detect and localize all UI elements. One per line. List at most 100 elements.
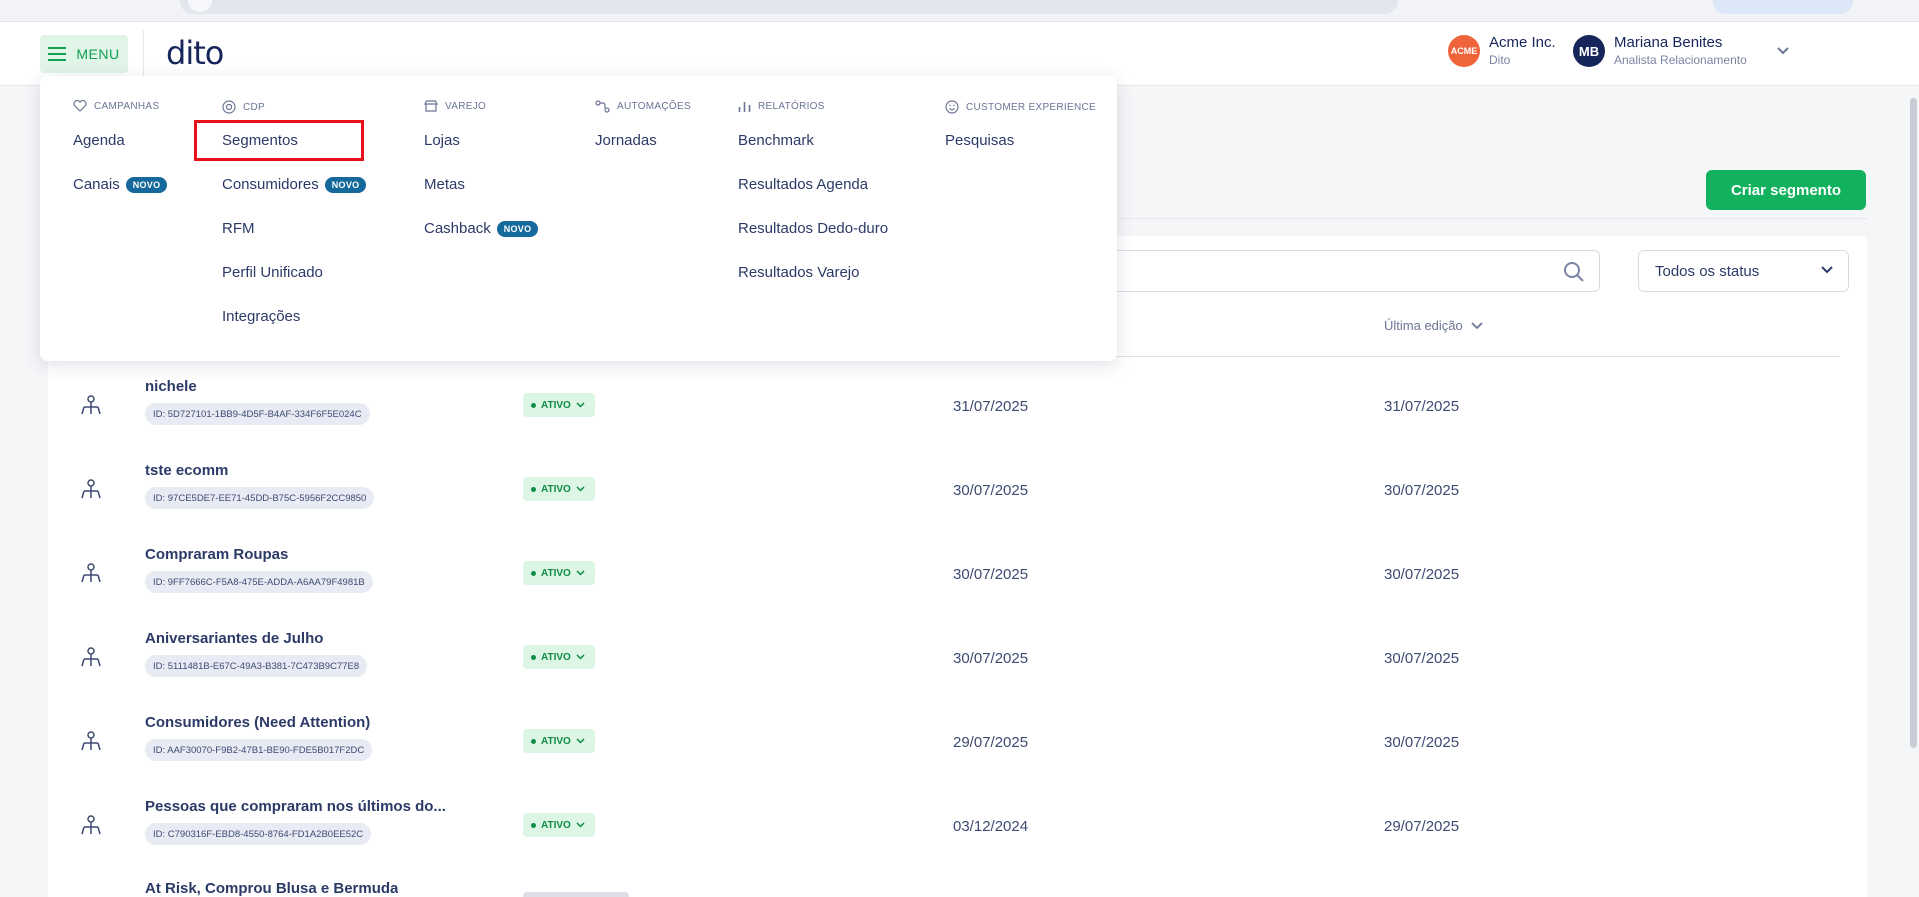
category-campanhas: CAMPANHAS [73,100,159,112]
menu-item-label: Benchmark [738,132,814,149]
category-label: CAMPANHAS [94,100,160,112]
category-label: VAREJO [445,100,487,112]
segment-name[interactable]: Compraram Roupas [145,546,289,563]
menu-item-label: Agenda [73,132,125,149]
category-cdp: CDP [222,100,265,114]
menu-item-metas[interactable]: Metas [424,176,465,193]
menu-item-consumidores[interactable]: Consumidores NOVO [222,176,367,193]
menu-item-label: Perfil Unificado [222,264,323,281]
company-avatar: ACME [1448,35,1480,67]
menu-item-canais[interactable]: Canais NOVO [73,176,168,193]
segment-icon [81,815,101,835]
category-label: CDP [243,101,266,113]
site-icon [188,0,212,12]
navigation-mega-menu: CAMPANHAS Agenda Canais NOVO CDP Segmento… [40,76,1117,361]
menu-item-lojas[interactable]: Lojas [424,132,460,149]
status-badge[interactable]: ATIVO [523,729,595,753]
novo-badge: NOVO [125,176,168,193]
menu-item-resultados-varejo[interactable]: Resultados Varejo [738,264,859,281]
menu-button[interactable]: MENU [40,35,128,73]
created-date: 29/07/2025 [953,734,1029,751]
status-label: ATIVO [541,567,571,579]
scrollbar-thumb[interactable] [1910,98,1917,748]
category-varejo: VAREJO [424,100,486,112]
menu-item-segmentos[interactable]: Segmentos [222,132,298,149]
menu-item-jornadas[interactable]: Jornadas [595,132,657,149]
menu-item-resultados-agenda[interactable]: Resultados Agenda [738,176,868,193]
menu-item-label: Integrações [222,308,301,325]
menu-item-label: Lojas [424,132,460,149]
segment-name[interactable]: Consumidores (Need Attention) [145,714,371,731]
menu-item-label: Canais [73,176,120,193]
menu-item-integracoes[interactable]: Integrações [222,308,300,325]
menu-item-agenda[interactable]: Agenda [73,132,125,149]
segment-id: ID: AAF30070-F9B2-47B1-BE90-FDE5B017F2DC [145,739,373,761]
smile-icon [945,100,959,114]
company-switcher[interactable]: ACME Acme Inc. Dito [1448,34,1556,68]
hamburger-icon [48,47,67,61]
segment-id: ID: 9FF7666C-F5A8-475E-ADDA-A6AA79F4981B [145,571,373,593]
status-badge[interactable] [523,892,629,897]
table-row[interactable]: Consumidores (Need Attention) ID: AAF300… [48,706,1867,790]
chevron-down-icon[interactable] [1776,46,1790,56]
user-role: Analista Relacionamento [1614,53,1747,67]
menu-item-rfm[interactable]: RFM [222,220,255,237]
chevron-down-icon [1471,321,1483,329]
menu-item-benchmark[interactable]: Benchmark [738,132,814,149]
column-header-label: Última edição [1384,318,1463,333]
segment-name[interactable]: At Risk, Comprou Blusa e Bermuda [145,880,399,897]
menu-item-cashback[interactable]: Cashback NOVO [424,220,539,237]
status-badge[interactable]: ATIVO [523,477,595,501]
menu-item-label: Pesquisas [945,132,1015,149]
segment-name[interactable]: Pessoas que compraram nos últimos do... [145,798,446,815]
status-badge[interactable]: ATIVO [523,645,595,669]
menu-item-label: Jornadas [595,132,657,149]
table-row[interactable]: nichele ID: 5D727101-1BB9-4D5F-B4AF-334F… [48,370,1867,454]
chevron-down-icon [576,486,585,492]
column-header-last-edit[interactable]: Última edição [1384,318,1483,333]
status-badge[interactable]: ATIVO [523,561,595,585]
segment-name[interactable]: Aniversariantes de Julho [145,630,324,647]
segment-id: ID: 5D727101-1BB9-4D5F-B4AF-334F6F5E024C [145,403,370,425]
profile-pill[interactable] [1713,0,1853,14]
table-row[interactable]: Pessoas que compraram nos últimos do... … [48,790,1867,874]
status-label: ATIVO [541,399,571,411]
search-icon[interactable] [1563,261,1585,283]
chevron-down-icon [576,570,585,576]
page-scrollbar[interactable] [1908,88,1919,897]
menu-item-label: Segmentos [222,132,298,149]
category-relatorios: RELATÓRIOS [738,100,825,113]
chevron-down-icon [576,654,585,660]
create-segment-button[interactable]: Criar segmento [1706,170,1866,210]
search-input[interactable] [1080,250,1600,292]
menu-item-label: RFM [222,220,255,237]
created-date: 30/07/2025 [953,482,1029,499]
status-filter-select[interactable]: Todos os status [1638,250,1849,292]
table-row[interactable]: tste ecomm ID: 97CE5DE7-EE71-45DD-B75C-5… [48,454,1867,538]
segment-icon [81,563,101,583]
menu-item-label: Resultados Dedo-duro [738,220,889,237]
user-menu[interactable]: MB Mariana Benites Analista Relacionamen… [1573,34,1747,68]
category-label: CUSTOMER EXPERIENCE [966,101,1096,113]
menu-item-perfil-unificado[interactable]: Perfil Unificado [222,264,323,281]
edited-date: 30/07/2025 [1384,566,1460,583]
store-icon [424,100,438,112]
menu-item-label: Metas [424,176,465,193]
menu-item-label: Resultados Agenda [738,176,869,193]
menu-item-resultados-dedo-duro[interactable]: Resultados Dedo-duro [738,220,888,237]
segment-id: ID: 5111481B-E67C-49A3-B381-7C473B9C77E8 [145,655,368,677]
status-badge[interactable]: ATIVO [523,393,595,417]
address-bar[interactable] [180,0,1398,14]
dito-logo[interactable]: dito [166,34,224,72]
menu-item-pesquisas[interactable]: Pesquisas [945,132,1014,149]
table-row[interactable]: Compraram Roupas ID: 9FF7666C-F5A8-475E-… [48,538,1867,622]
created-date: 03/12/2024 [953,818,1029,835]
table-row[interactable]: At Risk, Comprou Blusa e Bermuda [48,874,1867,897]
user-name: Mariana Benites [1614,34,1723,51]
segment-name[interactable]: nichele [145,378,197,395]
segment-name[interactable]: tste ecomm [145,462,229,479]
table-row[interactable]: Aniversariantes de Julho ID: 5111481B-E6… [48,622,1867,706]
status-badge[interactable]: ATIVO [523,813,595,837]
novo-badge: NOVO [496,220,539,237]
created-date: 30/07/2025 [953,650,1029,667]
